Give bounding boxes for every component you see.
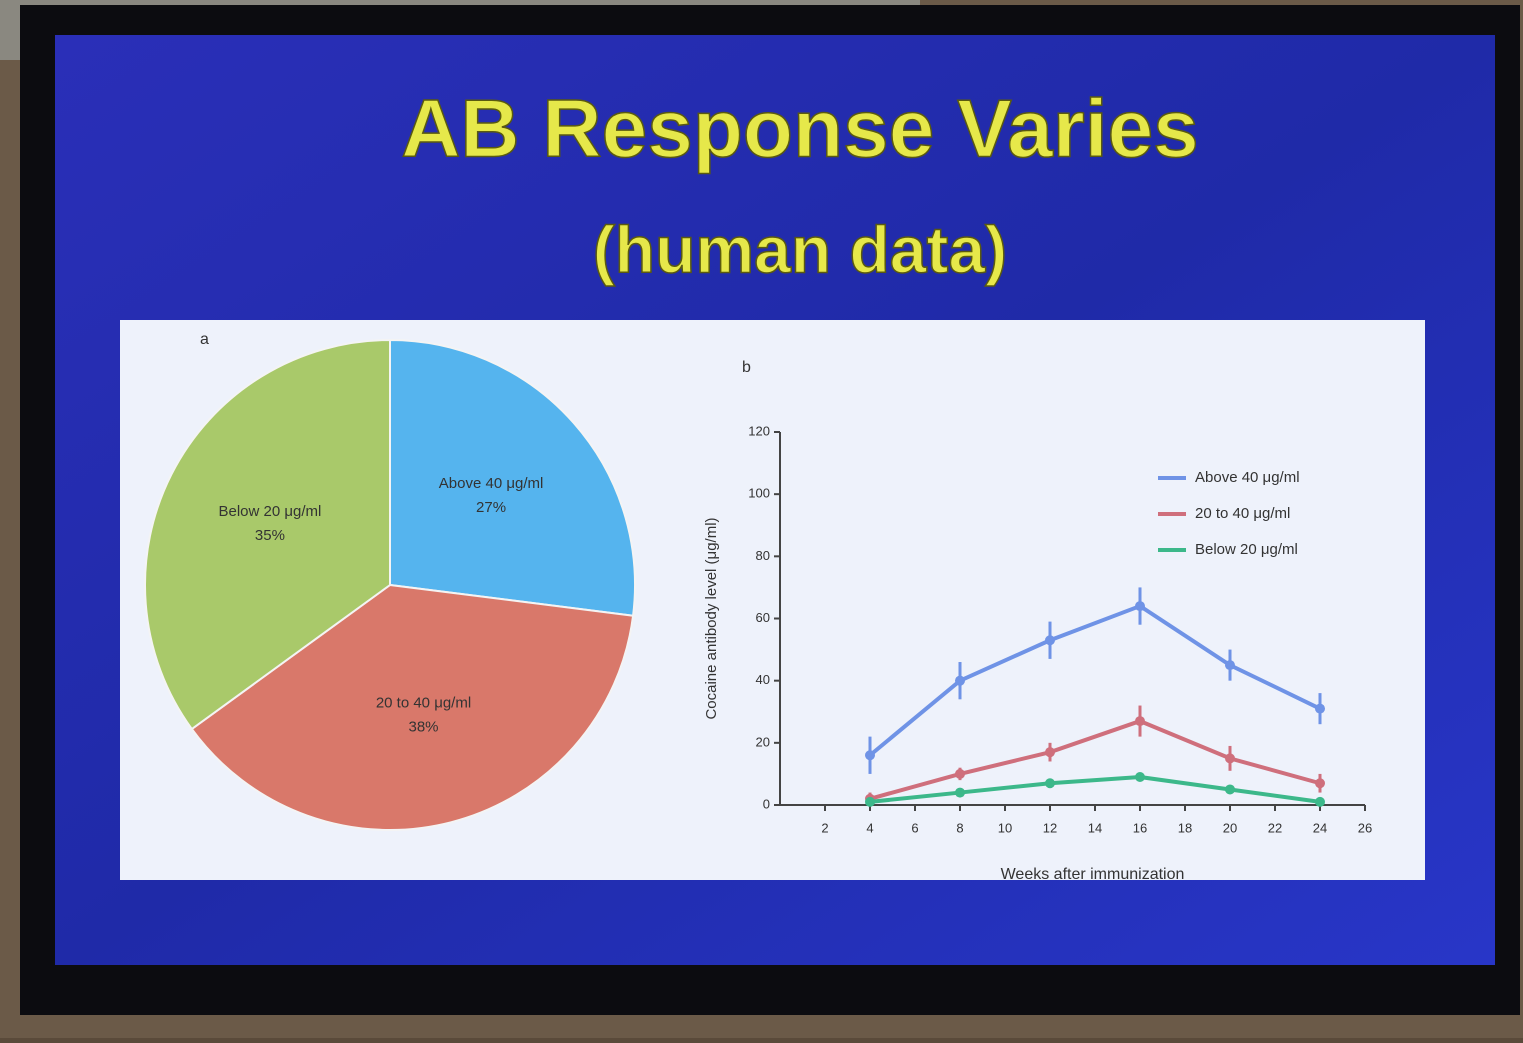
y-tick-label: 120: [748, 423, 770, 438]
data-point: [865, 750, 875, 760]
panel-label: b: [742, 359, 751, 376]
data-point: [1135, 716, 1145, 726]
data-point: [1135, 601, 1145, 611]
slice-label: Above 40 μg/ml: [439, 475, 544, 492]
x-tick-label: 20: [1223, 820, 1237, 835]
y-tick-label: 100: [748, 486, 770, 501]
y-tick-label: 80: [756, 548, 770, 563]
legend-label: Above 40 μg/ml: [1195, 469, 1300, 486]
data-point: [1225, 784, 1235, 794]
y-tick-label: 20: [756, 734, 770, 749]
y-tick-label: 60: [756, 610, 770, 625]
y-tick-label: 0: [763, 796, 770, 811]
slice-value: 38%: [408, 718, 438, 735]
photo: AB Response Varies (human data) a Above 4…: [0, 0, 1523, 1038]
data-point: [955, 769, 965, 779]
data-point: [1045, 747, 1055, 757]
panel-label: a: [200, 331, 209, 348]
data-point: [1045, 778, 1055, 788]
x-tick-label: 4: [866, 820, 873, 835]
data-point: [1135, 772, 1145, 782]
page: AB Response Varies (human data) a Above 4…: [0, 0, 1523, 1038]
x-tick-label: 18: [1178, 820, 1192, 835]
data-point: [1315, 778, 1325, 788]
data-point: [955, 788, 965, 798]
x-tick-label: 10: [998, 820, 1012, 835]
x-tick-label: 24: [1313, 820, 1327, 835]
data-point: [1225, 753, 1235, 763]
data-point: [1225, 660, 1235, 670]
x-tick-label: 12: [1043, 820, 1057, 835]
slide-title: AB Response Varies: [401, 84, 1199, 175]
x-tick-label: 16: [1133, 820, 1147, 835]
data-point: [1315, 704, 1325, 714]
legend-label: Below 20 μg/ml: [1195, 541, 1298, 558]
slice-label: 20 to 40 μg/ml: [376, 694, 471, 711]
x-tick-label: 14: [1088, 820, 1102, 835]
x-tick-label: 8: [956, 820, 963, 835]
y-tick-label: 40: [756, 672, 770, 687]
x-tick-label: 26: [1358, 820, 1372, 835]
slide-subtitle: (human data): [593, 212, 1007, 286]
x-tick-label: 22: [1268, 820, 1282, 835]
x-axis-title: Weeks after immunization: [1001, 866, 1185, 883]
x-tick-label: 6: [911, 820, 918, 835]
y-axis-title: Cocaine antibody level (μg/ml): [703, 517, 720, 719]
legend-label: 20 to 40 μg/ml: [1195, 505, 1290, 522]
data-point: [955, 676, 965, 686]
data-point: [1315, 797, 1325, 807]
slice-value: 27%: [476, 499, 506, 516]
x-tick-label: 2: [821, 820, 828, 835]
data-point: [1045, 635, 1055, 645]
slice-value: 35%: [255, 527, 285, 544]
data-point: [865, 797, 875, 807]
slice-label: Below 20 μg/ml: [219, 503, 322, 520]
